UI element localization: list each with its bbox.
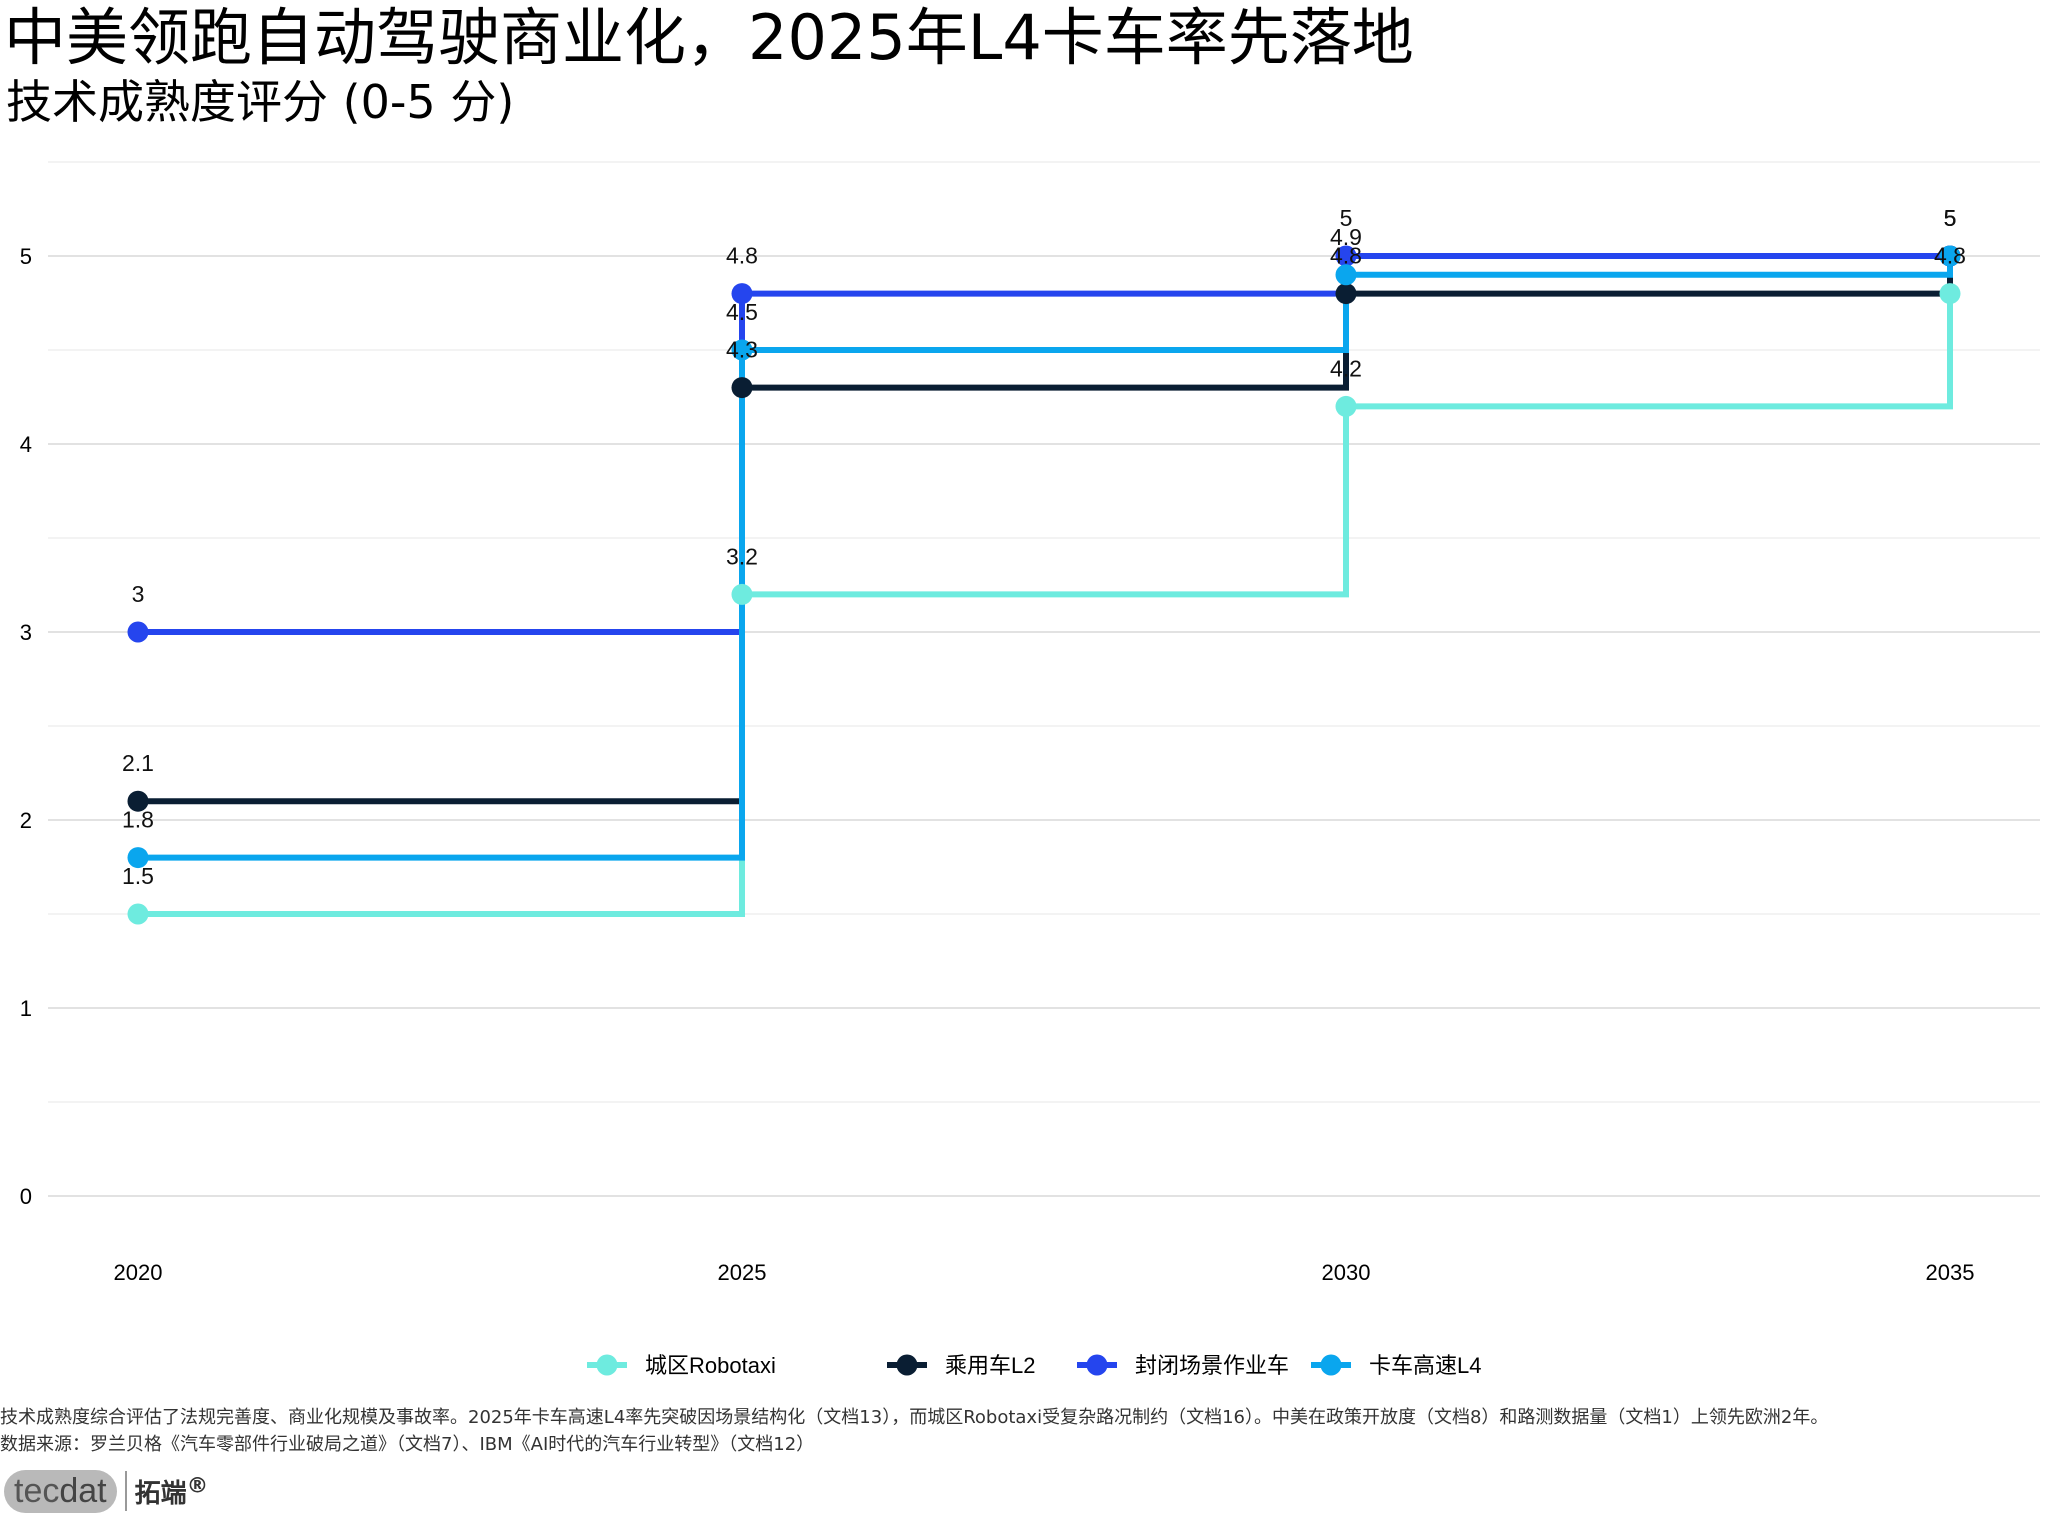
legend-label: 卡车高速L4 bbox=[1369, 1353, 1481, 1378]
y-tick-label: 2 bbox=[20, 808, 32, 833]
data-label: 5 bbox=[1944, 205, 1957, 231]
data-point bbox=[127, 790, 149, 812]
logo-tec-text: tec bbox=[14, 1471, 60, 1510]
data-point bbox=[1335, 283, 1357, 305]
brand-logo: tecdat 拓端® bbox=[4, 1460, 208, 1522]
y-tick-label: 5 bbox=[20, 244, 32, 269]
legend-swatch-point bbox=[596, 1354, 618, 1376]
legend-swatch-point bbox=[1086, 1354, 1108, 1376]
series-line bbox=[138, 256, 1953, 805]
x-tick-label: 2030 bbox=[1322, 1260, 1371, 1285]
series-lines bbox=[138, 253, 1953, 917]
y-tick-label: 4 bbox=[20, 432, 32, 457]
legend-label: 封闭场景作业车 bbox=[1135, 1353, 1289, 1378]
data-point bbox=[127, 903, 149, 925]
data-label: 3 bbox=[132, 581, 145, 607]
legend-label: 城区Robotaxi bbox=[645, 1353, 776, 1378]
logo-registered-mark: ® bbox=[186, 1472, 209, 1498]
chart-title: 中美领跑自动驾驶商业化，2025年L4卡车率先落地 bbox=[4, 1, 1414, 74]
data-point bbox=[127, 621, 149, 643]
legend-item: 城区Robotaxi bbox=[587, 1353, 776, 1378]
data-label: 4.8 bbox=[1330, 243, 1362, 269]
footnote-line-2: 数据来源：罗兰贝格《汽车零部件行业破局之道》（文档7）、IBM《AI时代的汽车行… bbox=[0, 1434, 815, 1455]
footnote: 技术成熟度综合评估了法规完善度、商业化规模及事故率。2025年卡车高速L4率先突… bbox=[0, 1404, 2070, 1458]
legend-swatch-point bbox=[896, 1354, 918, 1376]
data-point bbox=[731, 377, 753, 399]
series-line bbox=[138, 256, 1953, 861]
logo-tecdat: tecdat bbox=[4, 1469, 117, 1513]
data-point bbox=[127, 847, 149, 869]
data-label: 5 bbox=[1944, 205, 1957, 231]
data-point bbox=[1939, 245, 1961, 267]
y-tick-label: 3 bbox=[20, 620, 32, 645]
logo-separator bbox=[124, 1471, 127, 1511]
y-axis-ticks: 0 1 2 3 4 5 bbox=[20, 244, 32, 1209]
data-label: 4.5 bbox=[726, 299, 758, 325]
logo-cn-text: 拓端 bbox=[134, 1478, 187, 1509]
series-points bbox=[127, 245, 1961, 925]
legend: 城区Robotaxi 乘用车L2 封闭场景作业车 卡车高速L4 bbox=[587, 1353, 1481, 1378]
data-label: 4.3 bbox=[726, 337, 758, 363]
step-line-chart: 0 1 2 3 4 5 2020 2025 2030 2035 1.5 3.2 4.2 4.8 2.1 4… bbox=[20, 161, 2040, 1378]
y-tick-label: 1 bbox=[20, 996, 32, 1021]
series-line bbox=[138, 293, 1953, 917]
data-point bbox=[1335, 245, 1357, 267]
data-point bbox=[1335, 264, 1357, 286]
x-axis-ticks: 2020 2025 2030 2035 bbox=[114, 1260, 1975, 1285]
data-label: 4.8 bbox=[1934, 243, 1966, 269]
x-tick-label: 2020 bbox=[114, 1260, 163, 1285]
logo-dat-text: dat bbox=[59, 1471, 107, 1510]
legend-item: 乘用车L2 bbox=[887, 1353, 1035, 1378]
series-line bbox=[138, 253, 1950, 635]
chart-subtitle: 技术成熟度评分 (0-5 分) bbox=[6, 75, 515, 129]
data-label: 4.8 bbox=[726, 243, 758, 269]
data-label: 1.5 bbox=[122, 863, 154, 889]
legend-item: 封闭场景作业车 bbox=[1077, 1353, 1289, 1378]
data-label: 4.2 bbox=[1330, 355, 1362, 381]
data-label: 3.2 bbox=[726, 543, 758, 569]
data-point bbox=[731, 339, 753, 361]
legend-label: 乘用车L2 bbox=[945, 1353, 1035, 1378]
data-point bbox=[731, 283, 753, 305]
data-point bbox=[1335, 395, 1357, 417]
footnote-line-1: 技术成熟度综合评估了法规完善度、商业化规模及事故率。2025年卡车高速L4率先突… bbox=[0, 1407, 1829, 1428]
legend-item: 卡车高速L4 bbox=[1311, 1353, 1481, 1378]
data-label: 5 bbox=[1340, 205, 1353, 231]
data-label: 4.9 bbox=[1330, 224, 1362, 250]
x-tick-label: 2025 bbox=[718, 1260, 767, 1285]
y-tick-label: 0 bbox=[20, 1184, 32, 1209]
grid-lines bbox=[48, 161, 2040, 1197]
x-tick-label: 2035 bbox=[1926, 1260, 1975, 1285]
data-label: 1.8 bbox=[122, 807, 154, 833]
data-label: 2.1 bbox=[122, 750, 154, 776]
legend-swatch-point bbox=[1320, 1354, 1342, 1376]
data-point bbox=[1939, 283, 1961, 305]
logo-chinese: 拓端® bbox=[135, 1473, 209, 1510]
data-label: 5 bbox=[1944, 205, 1957, 231]
data-point bbox=[731, 583, 753, 605]
